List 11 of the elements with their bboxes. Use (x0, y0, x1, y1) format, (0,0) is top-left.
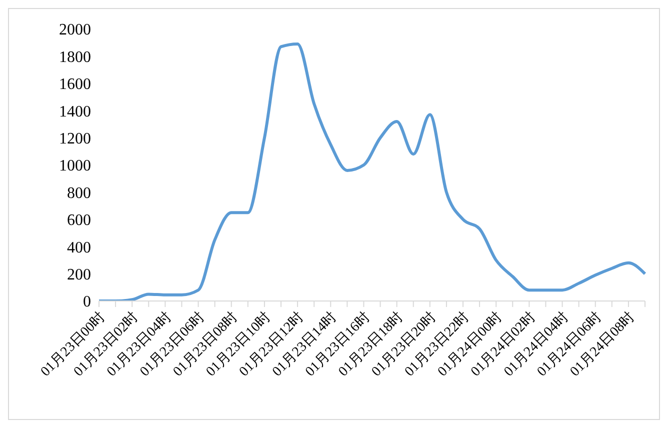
y-tick-label: 1600 (59, 76, 91, 94)
y-tick-label: 0 (83, 294, 91, 311)
y-tick-label: 200 (67, 266, 91, 284)
y-tick-label: 600 (67, 212, 91, 230)
y-tick-label: 1000 (59, 158, 91, 175)
y-tick-label: 400 (67, 239, 91, 256)
y-tick-label: 800 (67, 184, 91, 202)
y-tick-label: 2000 (59, 22, 91, 39)
y-tick-label: 1400 (59, 103, 91, 120)
y-tick-label: 1800 (59, 48, 91, 66)
y-tick-label: 1200 (59, 130, 91, 148)
